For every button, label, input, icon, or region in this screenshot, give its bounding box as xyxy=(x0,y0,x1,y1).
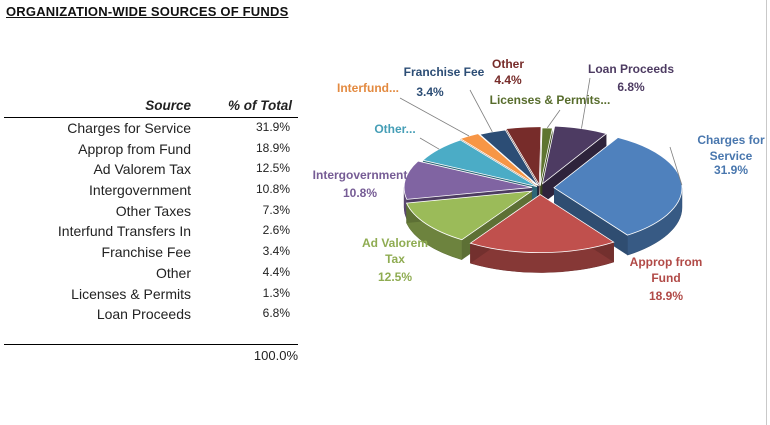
sources-table: Source % of Total Charges for Service 31.… xyxy=(4,98,298,325)
pie-label-franchise-fee: Franchise Fee 3.4% xyxy=(404,65,485,99)
row-percent: 2.6% xyxy=(262,223,290,238)
table-row: Licenses & Permits 1.3% xyxy=(4,284,298,305)
page-border xyxy=(766,0,767,425)
table-row: Approp from Fund 18.9% xyxy=(4,139,298,160)
pie-label-charges-for-service-leader xyxy=(669,146,683,186)
row-percent: 10.8% xyxy=(255,182,290,197)
pie-slice-franchise-fee xyxy=(479,129,539,187)
pie-slice-charges-for-service xyxy=(553,136,683,236)
page-title: ORGANIZATION-WIDE SOURCES OF FUNDS xyxy=(6,4,289,19)
row-source: Interfund Transfers In xyxy=(57,223,191,240)
table-row: Loan Proceeds 6.8% xyxy=(4,304,298,325)
row-percent: 18.9% xyxy=(255,140,290,155)
total-divider xyxy=(4,344,298,345)
row-source: Other Taxes xyxy=(115,202,191,219)
pie-label-other-taxes: Other... xyxy=(374,122,415,136)
pie-label-franchise-fee-leader xyxy=(469,89,493,133)
header-source: Source xyxy=(145,98,191,113)
pie-label-loan-proceeds-leader xyxy=(581,77,591,129)
row-percent: 1.3% xyxy=(262,285,290,300)
row-source: Licenses & Permits xyxy=(71,285,191,302)
pie-label-interfund-transfers-in-leader xyxy=(399,97,470,137)
pie-label-other: Other 4.4% xyxy=(492,57,524,87)
table-header: Source % of Total xyxy=(4,98,298,118)
pie-slice-other-taxes xyxy=(422,139,538,187)
pie-label-loan-proceeds: Loan Proceeds 6.8% xyxy=(588,62,674,94)
row-percent: 7.3% xyxy=(262,202,290,217)
row-percent: 4.4% xyxy=(262,264,290,279)
table-row: Ad Valorem Tax 12.5% xyxy=(4,159,298,180)
pie-slice-other xyxy=(505,126,542,187)
row-source: Approp from Fund xyxy=(78,140,191,157)
pie-slice-interfund-transfers-in xyxy=(459,133,538,186)
pie-slice-ad-valorem-tax xyxy=(405,190,534,241)
total-percent: 100.0% xyxy=(253,348,298,363)
pie-label-other-taxes-leader xyxy=(419,137,440,150)
pie-label-licenses-permits: Licenses & Permits... xyxy=(490,93,611,107)
header-percent: % of Total xyxy=(228,98,292,113)
pie-label-approp-from-fund: Approp from Fund 18.9% xyxy=(630,255,703,303)
row-source: Other xyxy=(155,264,191,281)
row-source: Franchise Fee xyxy=(101,244,191,261)
row-source: Charges for Service xyxy=(67,120,191,136)
pie-label-charges-for-service: Charges for Service 31.9% xyxy=(697,133,765,177)
row-percent: 12.5% xyxy=(255,161,290,176)
row-source: Loan Proceeds xyxy=(96,306,191,323)
row-percent: 31.9% xyxy=(255,120,290,134)
table-row: Other 4.4% xyxy=(4,263,298,284)
table-row: Interfund Transfers In 2.6% xyxy=(4,221,298,242)
table-row: Franchise Fee 3.4% xyxy=(4,242,298,263)
pie-label-interfund-transfers-in: Interfund... xyxy=(337,81,399,95)
pie-label-intergovernment: Intergovernment 10.8% xyxy=(313,168,408,200)
pie-slice-approp-from-fund xyxy=(469,194,615,253)
pie-label-ad-valorem-tax: Ad Valorem Tax 12.5% xyxy=(362,236,428,284)
pie-slice-intergovernment xyxy=(403,160,533,200)
table-row: Intergovernment 10.8% xyxy=(4,180,298,201)
pie-slice-licenses-permits xyxy=(539,127,553,186)
table-row: Charges for Service 31.9% xyxy=(4,118,298,139)
row-source: Ad Valorem Tax xyxy=(93,161,191,178)
row-source: Intergovernment xyxy=(89,182,191,199)
table-row: Other Taxes 7.3% xyxy=(4,201,298,222)
pie-label-licenses-permits-leader xyxy=(546,109,561,129)
row-percent: 6.8% xyxy=(262,306,290,321)
row-percent: 3.4% xyxy=(262,244,290,259)
